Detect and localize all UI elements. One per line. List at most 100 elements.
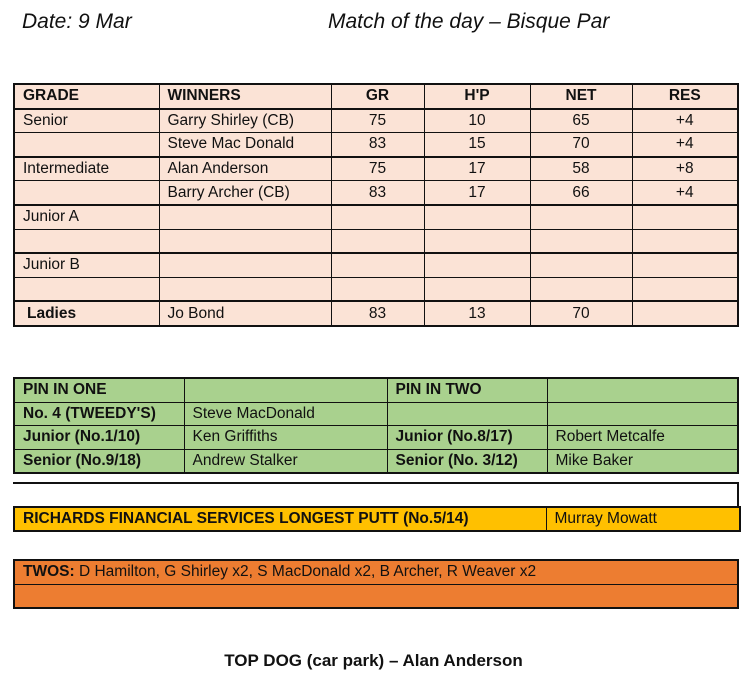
gross-cell <box>330 203 425 230</box>
gross-cell: 75 <box>330 155 425 182</box>
longest-putt-table: RICHARDS FINANCIAL SERVICES LONGEST PUTT… <box>13 506 741 532</box>
gross-cell <box>330 228 425 254</box>
result-cell: +4 <box>631 132 739 158</box>
result-cell <box>631 300 739 327</box>
net-cell: 65 <box>529 107 633 134</box>
winner-cell: Alan Anderson <box>158 155 332 182</box>
column-header-hp: H'P <box>423 83 531 110</box>
net-cell: 66 <box>529 180 633 206</box>
table-row: Barry Archer (CB) 83 17 66 +4 <box>13 180 739 206</box>
grade-cell: Junior A <box>13 203 160 230</box>
handicap-cell: 17 <box>423 180 531 206</box>
longest-putt-row: RICHARDS FINANCIAL SERVICES LONGEST PUTT… <box>13 506 741 532</box>
header-date: Date: 9 Mar <box>22 10 132 33</box>
putt-border-top <box>13 482 739 484</box>
result-cell <box>631 203 739 230</box>
column-header-gr: GR <box>330 83 425 110</box>
pin-in-one-header: PIN IN ONE <box>13 377 185 403</box>
longest-putt-label: RICHARDS FINANCIAL SERVICES LONGEST PUTT… <box>13 506 547 532</box>
twos-row: TWOS: D Hamilton, G Shirley x2, S MacDon… <box>13 559 739 585</box>
results-table: GRADE WINNERS GR H'P NET RES Senior Garr… <box>13 83 739 327</box>
winner-cell <box>158 276 332 302</box>
twos-cell: TWOS: D Hamilton, G Shirley x2, S MacDon… <box>13 559 739 585</box>
column-header-grade: GRADE <box>13 83 160 110</box>
top-dog-footer: TOP DOG (car park) – Alan Anderson <box>224 651 523 670</box>
handicap-cell: 15 <box>423 132 531 158</box>
grade-cell <box>13 180 160 206</box>
pin-row: No. 4 (TWEEDY'S) Steve MacDonald <box>13 401 739 426</box>
gross-cell: 83 <box>330 300 425 327</box>
handicap-cell: 17 <box>423 155 531 182</box>
winner-cell: Garry Shirley (CB) <box>158 107 332 134</box>
pin-two-winner: Mike Baker <box>546 448 739 474</box>
pin-one-winner: Ken Griffiths <box>183 425 388 450</box>
pin-one-hole: Junior (No.1/10) <box>13 425 185 450</box>
pin-in-two-header: PIN IN TWO <box>386 377 548 403</box>
pin-one-hole: Senior (No.9/18) <box>13 448 185 474</box>
pin-two-hole <box>386 401 548 426</box>
gross-cell <box>330 276 425 302</box>
table-row <box>13 228 739 254</box>
net-cell <box>529 203 633 230</box>
grade-cell <box>13 276 160 302</box>
twos-label: TWOS: <box>23 563 75 581</box>
header-title: Match of the day – Bisque Par <box>328 10 610 33</box>
net-cell <box>529 228 633 254</box>
pin-one-hole: No. 4 (TWEEDY'S) <box>13 401 185 426</box>
winner-cell <box>158 203 332 230</box>
gross-cell: 75 <box>330 107 425 134</box>
result-cell <box>631 276 739 302</box>
result-cell <box>631 228 739 254</box>
handicap-cell <box>423 276 531 302</box>
pin-empty-cell <box>183 377 388 403</box>
grade-cell <box>13 132 160 158</box>
result-cell: +4 <box>631 107 739 134</box>
grade-cell: Senior <box>13 107 160 134</box>
twos-table: TWOS: D Hamilton, G Shirley x2, S MacDon… <box>13 559 739 609</box>
handicap-cell <box>423 203 531 230</box>
twos-empty-row <box>13 583 739 609</box>
pin-row: Junior (No.1/10) Ken Griffiths Junior (N… <box>13 425 739 450</box>
putt-border-side <box>737 482 739 506</box>
grade-cell: Intermediate <box>13 155 160 182</box>
column-header-winners: WINNERS <box>158 83 332 110</box>
net-cell: 70 <box>529 300 633 327</box>
result-cell: +4 <box>631 180 739 206</box>
net-cell <box>529 276 633 302</box>
pin-two-winner <box>546 401 739 426</box>
results-header-row: GRADE WINNERS GR H'P NET RES <box>13 83 739 110</box>
grade-cell <box>13 228 160 254</box>
column-header-res: RES <box>631 83 739 110</box>
twos-empty-cell <box>13 583 739 609</box>
gross-cell <box>330 252 425 278</box>
table-row: Junior B <box>13 252 739 278</box>
pin-table: PIN IN ONE PIN IN TWO No. 4 (TWEEDY'S) S… <box>13 377 739 474</box>
winner-cell: Jo Bond <box>158 300 332 327</box>
twos-names: D Hamilton, G Shirley x2, S MacDonald x2… <box>78 563 537 581</box>
grade-cell: Ladies <box>13 300 160 327</box>
winner-cell <box>158 228 332 254</box>
column-header-net: NET <box>529 83 633 110</box>
winner-cell: Steve Mac Donald <box>158 132 332 158</box>
gross-cell: 83 <box>330 132 425 158</box>
result-cell: +8 <box>631 155 739 182</box>
table-row: Ladies Jo Bond 83 13 70 <box>13 300 739 327</box>
grade-cell: Junior B <box>13 252 160 278</box>
winner-cell: Barry Archer (CB) <box>158 180 332 206</box>
pin-header-row: PIN IN ONE PIN IN TWO <box>13 377 739 403</box>
winner-cell <box>158 252 332 278</box>
pin-empty-cell <box>546 377 739 403</box>
longest-putt-winner: Murray Mowatt <box>545 506 741 532</box>
handicap-cell: 10 <box>423 107 531 134</box>
gross-cell: 83 <box>330 180 425 206</box>
pin-row: Senior (No.9/18) Andrew Stalker Senior (… <box>13 448 739 474</box>
pin-two-winner: Robert Metcalfe <box>546 425 739 450</box>
handicap-cell <box>423 228 531 254</box>
pin-two-hole: Senior (No. 3/12) <box>386 448 548 474</box>
net-cell: 70 <box>529 132 633 158</box>
handicap-cell <box>423 252 531 278</box>
pin-one-winner: Andrew Stalker <box>183 448 388 474</box>
handicap-cell: 13 <box>423 300 531 327</box>
table-row <box>13 276 739 302</box>
net-cell <box>529 252 633 278</box>
